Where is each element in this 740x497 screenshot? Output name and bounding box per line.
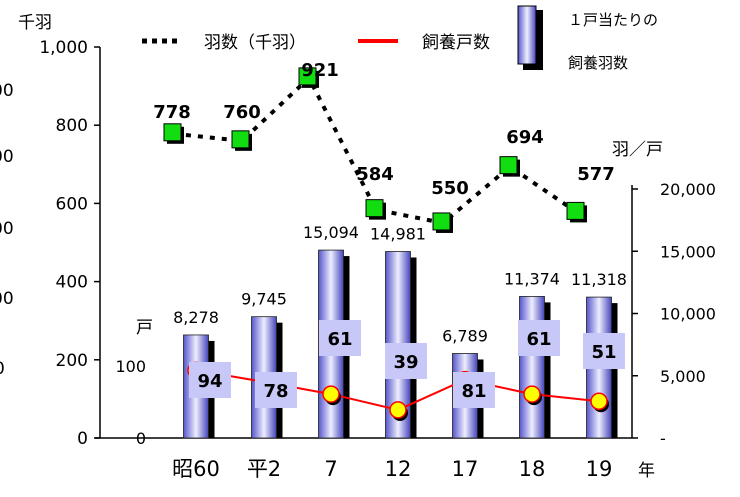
households-value-label: 61 [327, 329, 352, 350]
right-axis-tick-label: 10,000 [660, 305, 716, 324]
households-marker [523, 385, 541, 403]
households-marker [389, 401, 407, 419]
birds-marker [432, 212, 451, 231]
households-value-box [453, 372, 495, 408]
bar-value-label: 15,094 [303, 223, 359, 242]
birds-value-label: 760 [223, 102, 261, 123]
household-axis-tick-label: 0 [136, 429, 146, 448]
household-axis-tick-label: 100 [115, 357, 146, 376]
households-value-label: 94 [197, 371, 222, 392]
x-axis-tick-label: 19 [586, 457, 613, 481]
households-value-box [385, 343, 427, 379]
legend-birds-label: 羽数（千羽） [204, 33, 306, 53]
right-axis-tick-label: 15,000 [660, 242, 716, 261]
birds-marker [365, 199, 384, 218]
bar-value-label: 14,981 [370, 224, 426, 243]
households-value-box [189, 362, 231, 398]
household-axis-unit: 戸 [136, 318, 153, 338]
households-marker [590, 392, 608, 411]
birds-marker [499, 156, 518, 175]
birds-value-label: 778 [153, 102, 191, 123]
bar [519, 295, 545, 439]
left-axis-tick-label: 1,000 [39, 38, 88, 58]
households-value-box [583, 333, 625, 369]
x-axis-unit: 年 [638, 461, 655, 481]
birds-value-label: 694 [506, 127, 544, 148]
clipped-left-label: 0 [0, 359, 5, 379]
birds-marker [163, 123, 182, 142]
left-axis-tick-label: 200 [56, 351, 88, 371]
left-axis-tick-label: 800 [56, 116, 88, 136]
left-axis-unit: 千羽 [18, 13, 52, 33]
bar-value-label: 11,374 [504, 269, 560, 288]
legend: 羽数（千羽） 飼養戸数 １戸当たりの 飼養羽数 [142, 5, 658, 72]
legend-households-label: 飼養戸数 [422, 33, 490, 53]
bar-value-label: 6,789 [442, 326, 488, 345]
bar-value-label: 8,278 [173, 308, 219, 327]
birds-marker [231, 130, 250, 149]
households-value-label: 51 [591, 342, 616, 363]
clipped-left-label: 00 [0, 147, 14, 167]
clipped-left-label: 00 [0, 289, 14, 309]
x-axis-tick-label: 平2 [247, 457, 281, 481]
households-marker [322, 385, 340, 403]
x-axis-tick-label: 昭60 [172, 457, 220, 481]
right-axis-tick-label: - [660, 429, 666, 448]
birds-marker [566, 201, 585, 220]
birds-value-label: 584 [356, 164, 394, 185]
households-value-label: 39 [393, 352, 418, 373]
households-value-label: 81 [461, 381, 486, 402]
legend-bar-swatch [517, 5, 537, 65]
clipped-left-label: 00 [0, 81, 14, 101]
households-value-label: 78 [263, 381, 288, 402]
left-axis-tick-label: 600 [56, 194, 88, 214]
legend-per-household-line1: １戸当たりの [568, 11, 658, 29]
bar-value-label: 11,318 [571, 270, 627, 289]
clipped-left-label: 00 [0, 219, 14, 239]
households-value-box [319, 320, 361, 356]
right-axis-unit: 羽／戸 [612, 140, 663, 160]
households-value-box [518, 320, 560, 356]
x-axis-tick-label: 17 [452, 457, 479, 481]
birds-value-label: 921 [301, 60, 339, 81]
right-axis-tick-label: 5,000 [660, 367, 706, 386]
households-value-label: 61 [526, 329, 551, 350]
right-axis-tick-label: 20,000 [660, 180, 716, 199]
bar-value-label: 9,745 [241, 290, 287, 309]
birds-value-label: 550 [431, 178, 469, 199]
left-axis-tick-label: 0 [77, 429, 88, 449]
x-axis-tick-label: 7 [324, 457, 337, 481]
birds-value-label: 577 [577, 164, 615, 185]
x-axis-tick-label: 18 [519, 457, 546, 481]
households-value-box [255, 372, 297, 408]
birds-marker [298, 67, 317, 86]
left-axis-tick-label: 400 [56, 273, 88, 293]
x-axis-tick-label: 12 [385, 457, 412, 481]
legend-per-household-line2: 飼養羽数 [568, 54, 628, 72]
